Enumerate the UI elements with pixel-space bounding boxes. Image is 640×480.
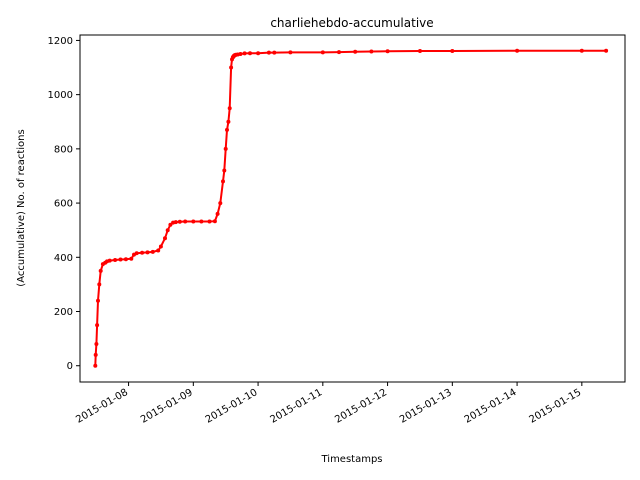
data-point <box>163 236 167 241</box>
data-point <box>320 50 325 55</box>
x-tick-label: 2015-01-14 <box>463 387 519 426</box>
data-point <box>156 248 161 253</box>
data-point <box>165 228 170 233</box>
data-point <box>337 50 341 55</box>
data-point <box>183 219 188 224</box>
y-tick-label: 400 <box>54 253 73 264</box>
data-point <box>199 219 204 224</box>
data-point <box>150 249 155 254</box>
y-tick-label: 1200 <box>48 36 73 47</box>
data-point <box>96 298 100 303</box>
data-point <box>94 342 99 346</box>
data-point <box>97 282 102 287</box>
x-tick-label: 2015-01-15 <box>527 387 583 426</box>
data-point <box>177 219 182 224</box>
data-point <box>140 250 145 255</box>
data-point <box>218 201 223 206</box>
data-point <box>134 251 139 256</box>
series-line <box>94 49 607 366</box>
x-tick-label: 2015-01-08 <box>74 387 130 426</box>
data-point <box>515 48 520 53</box>
data-point <box>288 50 293 55</box>
data-point <box>168 222 173 227</box>
data-point <box>225 127 229 132</box>
data-point <box>207 219 212 224</box>
y-tick-label: 600 <box>54 199 73 210</box>
x-axis-label: Timestamps <box>320 454 382 465</box>
y-tick-label: 0 <box>67 361 73 372</box>
data-point <box>123 257 128 262</box>
data-point <box>272 50 277 55</box>
data-point <box>266 50 271 55</box>
data-point <box>93 352 98 357</box>
data-point <box>353 49 358 54</box>
data-point <box>579 48 584 53</box>
x-tick-label: 2015-01-11 <box>268 387 324 426</box>
x-tick-label: 2015-01-09 <box>139 387 195 426</box>
data-point <box>145 250 150 255</box>
data-point <box>113 258 118 262</box>
data-point <box>223 146 228 151</box>
data-point <box>227 106 232 111</box>
data-point <box>450 49 455 53</box>
data-point <box>191 219 196 224</box>
data-point <box>242 51 247 56</box>
data-point <box>418 49 422 53</box>
data-point <box>226 119 231 124</box>
data-point <box>229 65 234 70</box>
data-point <box>93 363 98 368</box>
data-point <box>95 323 100 328</box>
data-point <box>215 211 220 216</box>
x-tick-label: 2015-01-13 <box>398 387 454 426</box>
plot-frame <box>79 34 626 383</box>
data-point <box>129 256 134 261</box>
data-point <box>118 257 123 262</box>
data-point <box>221 179 225 184</box>
x-axis: 2015-01-08 2015-01-09 2015-01-10 2015-01-11… <box>74 382 583 426</box>
x-tick-label: 2015-01-10 <box>204 387 260 426</box>
data-point <box>385 49 390 54</box>
data-point <box>107 258 112 263</box>
chart-title: charliehebdo-accumulative <box>270 16 433 30</box>
y-tick-label: 200 <box>54 307 73 318</box>
data-point <box>248 51 252 56</box>
y-tick-label: 1000 <box>48 90 73 101</box>
data-point <box>222 168 227 173</box>
data-point <box>238 52 243 56</box>
series-group <box>93 48 609 368</box>
data-point <box>173 220 178 225</box>
data-point <box>369 49 374 54</box>
data-point <box>212 219 217 224</box>
data-point <box>604 48 609 53</box>
data-point <box>98 268 103 273</box>
y-axis-label: (Accumulative) No. of reactions <box>16 129 27 286</box>
data-point <box>256 51 261 56</box>
x-tick-label: 2015-01-12 <box>333 387 389 426</box>
y-axis: 0 200 400 600 800 1000 1200 <box>48 36 80 372</box>
data-point <box>158 244 163 249</box>
y-tick-label: 800 <box>54 144 73 155</box>
